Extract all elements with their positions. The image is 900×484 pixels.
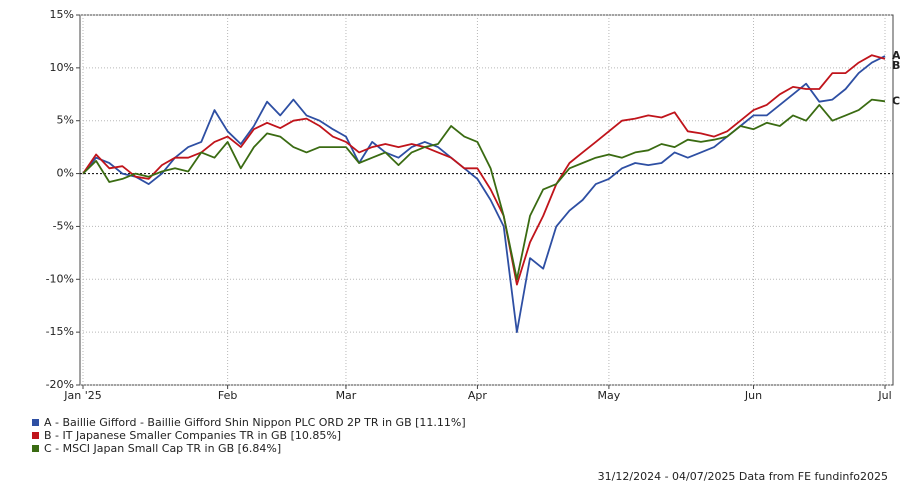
- legend-label: B - IT Japanese Smaller Companies TR in …: [44, 429, 341, 442]
- x-tick-label: Mar: [336, 389, 357, 402]
- x-tick-label: Jul: [877, 389, 891, 402]
- end-label: A: [892, 49, 900, 62]
- legend-swatch: [32, 432, 39, 439]
- plot-frame: [79, 14, 894, 386]
- y-tick-label: 5%: [57, 114, 74, 127]
- series-line: [82, 55, 886, 333]
- y-tick-label: 0%: [57, 167, 74, 180]
- legend-label: A - Baillie Gifford - Baillie Gifford Sh…: [44, 416, 466, 429]
- footer: 31/12/2024 - 04/07/2025 Data from FE fun…: [598, 470, 888, 483]
- x-tick-label: Jun: [744, 389, 762, 402]
- y-tick-label: -10%: [46, 272, 74, 285]
- x-tick-label: May: [598, 389, 621, 402]
- x-tick-label: Feb: [218, 389, 237, 402]
- y-tick-label: -5%: [53, 219, 74, 232]
- end-label: C: [892, 94, 900, 107]
- series-line: [82, 54, 886, 286]
- legend-label: C - MSCI Japan Small Cap TR in GB [6.84%…: [44, 442, 281, 455]
- legend-swatch: [32, 445, 39, 452]
- series-line: [82, 98, 886, 281]
- legend-swatch: [32, 419, 39, 426]
- end-label: B: [892, 59, 900, 72]
- y-tick-label: 10%: [50, 61, 74, 74]
- y-tick-label: -20%: [46, 378, 74, 391]
- x-tick-label: Apr: [468, 389, 488, 402]
- y-tick-label: -15%: [46, 325, 74, 338]
- y-tick-label: 15%: [50, 8, 74, 21]
- x-tick-label: Jan '25: [63, 389, 101, 402]
